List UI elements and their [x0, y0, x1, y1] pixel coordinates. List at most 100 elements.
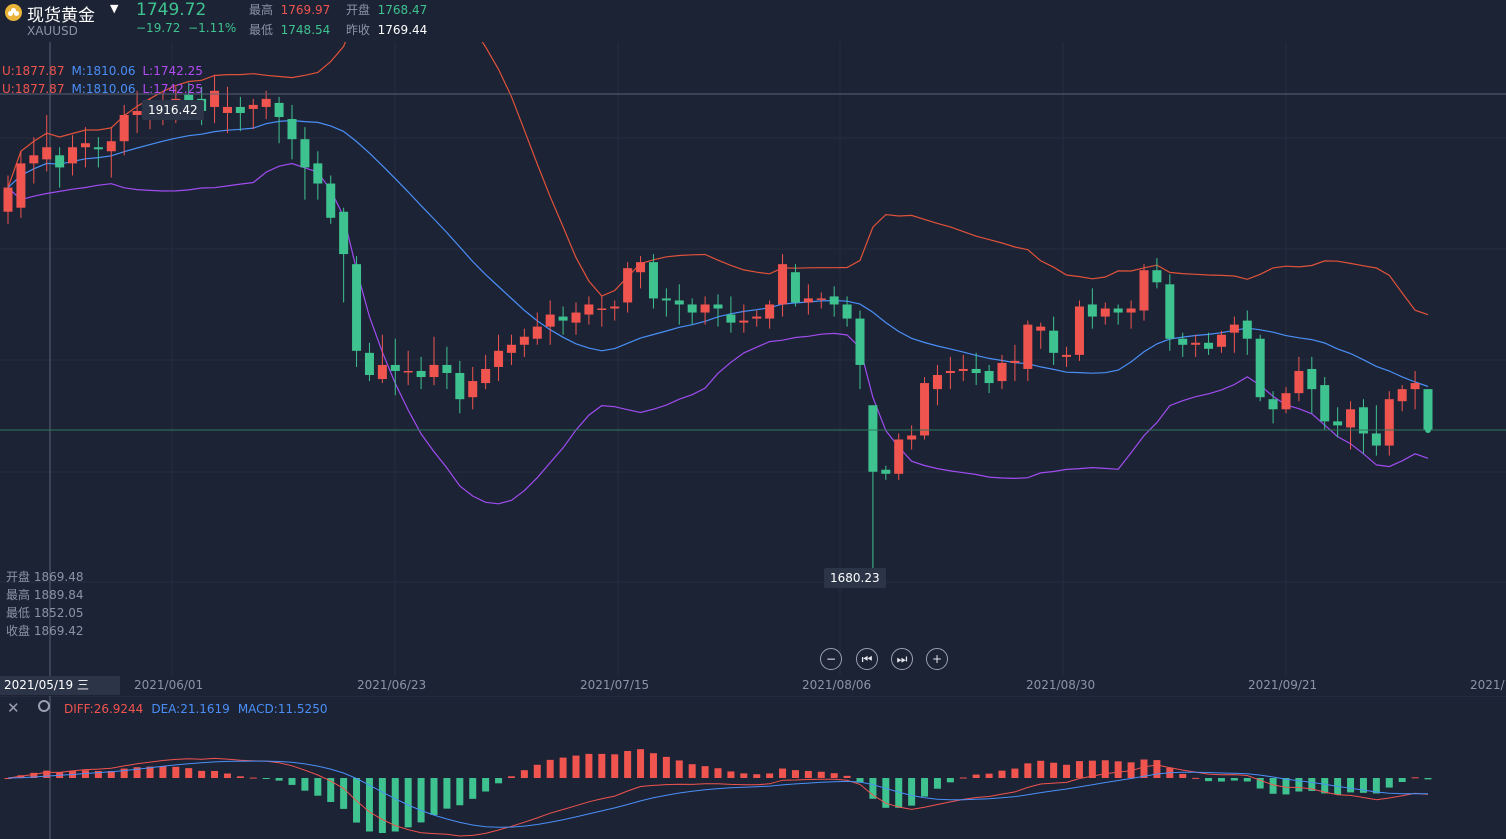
instrument-name[interactable]: 现货黄金: [27, 6, 95, 26]
candle-body: [1113, 308, 1123, 313]
candle-body: [687, 304, 697, 313]
candle-body: [3, 187, 13, 212]
date-tick: 2021/08/30: [1026, 678, 1096, 692]
macd-bar: [133, 767, 141, 778]
dea-line: [7, 760, 1429, 828]
macd-bar: [624, 751, 632, 778]
macd-bar: [701, 766, 709, 778]
macd-bar: [404, 778, 412, 828]
candle-body: [1139, 270, 1149, 311]
candle-body: [300, 139, 310, 168]
candle-body: [1216, 334, 1226, 347]
macd-bar: [249, 777, 257, 779]
macd-bar: [211, 770, 219, 778]
macd-bar: [882, 778, 890, 808]
candle-body: [713, 304, 723, 309]
prev-close-value: 1769.44: [377, 23, 428, 37]
hover-ohlc: 开盘 1869.48 最高 1889.84 最低 1852.05 收盘 1869…: [6, 570, 84, 638]
candle-body: [1423, 389, 1433, 430]
macd-bar: [1217, 778, 1225, 782]
macd-bar: [585, 753, 593, 778]
macd-bar: [1398, 778, 1406, 782]
macd-bar: [146, 766, 154, 778]
candle-body: [29, 155, 39, 164]
macd-bar: [559, 757, 567, 778]
macd-bar: [456, 778, 464, 806]
macd-bar: [1359, 778, 1367, 793]
caret-down-icon[interactable]: ▼: [110, 2, 119, 15]
macd-bar: [843, 775, 851, 778]
candle-body: [1358, 407, 1368, 434]
macd-bar: [933, 778, 941, 789]
candle-body: [519, 336, 529, 345]
macd-bar: [94, 770, 102, 778]
candle-body: [352, 264, 362, 351]
candlestick-chart[interactable]: [0, 42, 1506, 676]
plus-icon[interactable]: +: [926, 648, 948, 670]
candle-body: [468, 381, 478, 398]
date-tick: 2021/06/23: [357, 678, 427, 692]
date-tick: 2021/06/01: [134, 678, 204, 692]
candle-body: [1384, 399, 1394, 446]
date-tick: 2021/08/06: [802, 678, 872, 692]
low-value: 1748.54: [280, 23, 331, 37]
candle-body: [222, 106, 232, 113]
candle-body: [429, 364, 439, 378]
minus-icon[interactable]: −: [820, 648, 842, 670]
macd-bar: [482, 778, 490, 792]
close-icon[interactable]: ✕: [7, 699, 20, 717]
candle-body: [1320, 385, 1330, 422]
skip-back-icon[interactable]: ⏮: [856, 648, 878, 670]
skip-forward-icon[interactable]: ⏭: [891, 648, 913, 670]
candle-body: [1307, 368, 1317, 390]
open-stat: 开盘 1768.47: [346, 3, 428, 17]
macd-bar: [1037, 760, 1045, 778]
candle-body: [1165, 284, 1175, 339]
macd-bar: [236, 776, 244, 778]
candle-body: [1100, 308, 1110, 317]
candle-body: [610, 306, 620, 309]
candle-body: [390, 364, 400, 371]
macd-chart[interactable]: [0, 696, 1506, 839]
macd-bar: [895, 778, 903, 808]
candle-body: [106, 141, 116, 152]
candle-body: [119, 115, 129, 142]
candle-body: [455, 372, 465, 400]
macd-legend: DIFF:26.9244 DEA:21.1619 MACD:11.5250: [64, 702, 328, 716]
last-price: 1749.72: [136, 0, 207, 20]
macd-bar: [378, 778, 386, 834]
macd-bar: [43, 770, 51, 778]
macd-bar: [314, 778, 322, 796]
candle-body: [674, 300, 684, 305]
macd-bar: [1179, 773, 1187, 778]
macd-bar: [340, 778, 348, 809]
candle-body: [1049, 330, 1059, 353]
settings-icon[interactable]: [38, 700, 50, 712]
open-value: 1768.47: [377, 3, 428, 17]
macd-bar: [172, 766, 180, 778]
candle-body: [1191, 342, 1201, 345]
macd-bar: [817, 771, 825, 778]
candle-body: [958, 368, 968, 371]
candle-body: [1036, 326, 1046, 331]
candle-body: [1178, 338, 1188, 345]
candle-body: [287, 119, 297, 140]
candle-body: [700, 304, 710, 313]
macd-bar: [1243, 778, 1251, 782]
candle-body: [545, 314, 555, 327]
macd-bar: [1140, 759, 1148, 778]
candle-body: [816, 298, 826, 300]
candle-body: [778, 264, 788, 305]
candle-body: [1371, 433, 1381, 446]
macd-bar: [1372, 778, 1380, 794]
macd-bar: [985, 773, 993, 778]
candle-body: [93, 147, 103, 150]
candle-body: [1255, 338, 1265, 398]
candle-body: [1074, 306, 1084, 355]
macd-bar: [262, 778, 270, 779]
macd-bar: [740, 773, 748, 778]
candle-body: [68, 147, 78, 164]
candle-body: [1152, 270, 1162, 283]
candle-body: [1242, 320, 1252, 339]
candle-body: [558, 316, 568, 321]
